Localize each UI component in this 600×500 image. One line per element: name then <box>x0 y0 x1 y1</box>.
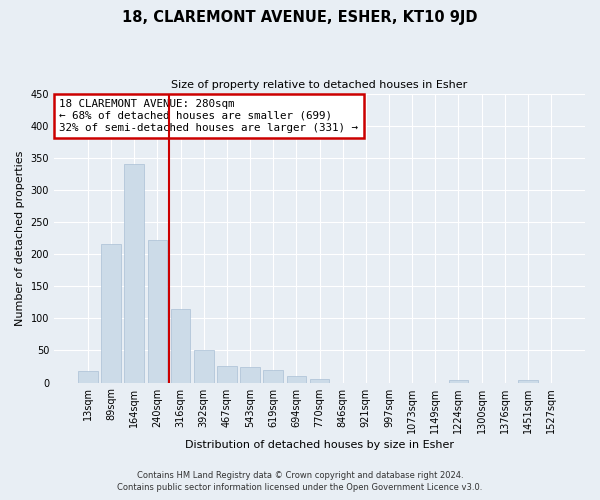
Bar <box>171 308 190 382</box>
Bar <box>240 366 260 382</box>
Bar <box>101 244 121 382</box>
Bar <box>148 240 167 382</box>
Bar <box>78 371 98 382</box>
Bar <box>287 376 306 382</box>
Bar <box>518 380 538 382</box>
Bar <box>194 350 214 382</box>
Bar <box>217 366 237 382</box>
Title: Size of property relative to detached houses in Esher: Size of property relative to detached ho… <box>172 80 467 90</box>
X-axis label: Distribution of detached houses by size in Esher: Distribution of detached houses by size … <box>185 440 454 450</box>
Text: 18, CLAREMONT AVENUE, ESHER, KT10 9JD: 18, CLAREMONT AVENUE, ESHER, KT10 9JD <box>122 10 478 25</box>
Bar <box>124 164 144 382</box>
Bar <box>310 378 329 382</box>
Bar <box>449 380 468 382</box>
Text: 18 CLAREMONT AVENUE: 280sqm
← 68% of detached houses are smaller (699)
32% of se: 18 CLAREMONT AVENUE: 280sqm ← 68% of det… <box>59 100 358 132</box>
Y-axis label: Number of detached properties: Number of detached properties <box>15 150 25 326</box>
Text: Contains HM Land Registry data © Crown copyright and database right 2024.
Contai: Contains HM Land Registry data © Crown c… <box>118 471 482 492</box>
Bar <box>263 370 283 382</box>
